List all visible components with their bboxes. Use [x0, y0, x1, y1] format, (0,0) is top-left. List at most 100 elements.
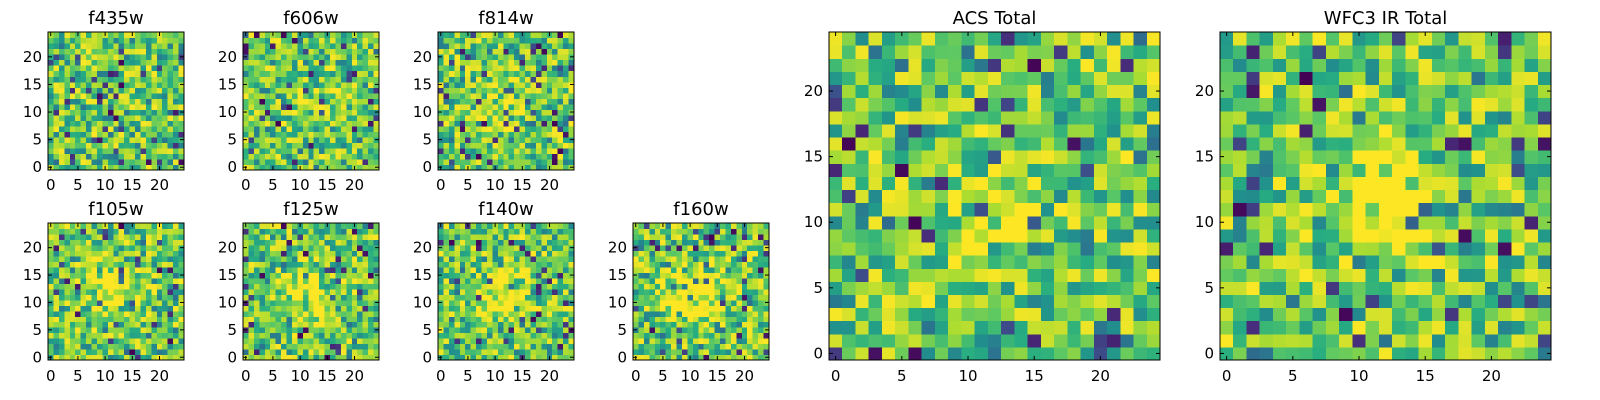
heatmap-cell	[75, 98, 82, 105]
heatmap-cell	[243, 255, 250, 262]
heatmap-cell	[503, 70, 510, 77]
heatmap-cell	[243, 59, 250, 66]
heatmap-cell	[730, 343, 737, 350]
heatmap-cell	[368, 32, 375, 39]
heatmap-cell	[58, 114, 65, 121]
heatmap-cell	[503, 272, 510, 279]
heatmap-cell	[330, 305, 337, 312]
heatmap-cell	[671, 239, 678, 246]
heatmap-cell	[497, 332, 504, 339]
heatmap-cell	[465, 272, 472, 279]
heatmap-cell	[373, 310, 380, 317]
heatmap-cell	[118, 305, 125, 312]
heatmap-cell	[568, 32, 575, 39]
heatmap-cell	[448, 125, 455, 132]
heatmap-cell	[362, 54, 369, 61]
heatmap-cell	[660, 277, 667, 284]
heatmap-cell	[503, 277, 510, 284]
heatmap-cell	[492, 136, 499, 143]
heatmap-cell	[286, 250, 293, 257]
heatmap-cell	[470, 81, 477, 88]
heatmap-cell	[497, 120, 504, 127]
heatmap-cell	[741, 250, 748, 257]
heatmap-cell	[75, 316, 82, 323]
heatmap-cell	[687, 310, 694, 317]
heatmap-cell	[665, 288, 672, 295]
heatmap-cell	[313, 228, 320, 235]
heatmap-cell	[842, 255, 857, 269]
heatmap-cell	[48, 120, 55, 127]
heatmap-cell	[324, 299, 331, 306]
panel-title: f160w	[673, 199, 728, 220]
heatmap-cell	[535, 65, 542, 72]
heatmap-cell	[508, 239, 515, 246]
heatmap-cell	[497, 158, 504, 166]
heatmap-cell	[881, 189, 896, 204]
heatmap-cell	[264, 305, 271, 312]
heatmap-cell	[253, 59, 260, 66]
heatmap-cell	[1080, 163, 1095, 177]
heatmap-cell	[525, 228, 532, 235]
heatmap-cell	[497, 48, 504, 55]
heatmap-cell	[921, 255, 936, 269]
heatmap-cell	[335, 142, 342, 149]
heatmap-cell	[714, 305, 721, 312]
heatmap-cell	[330, 343, 337, 350]
heatmap-cell	[107, 255, 114, 262]
heatmap-cell	[335, 244, 342, 251]
heatmap-cell	[643, 228, 650, 235]
heatmap-cell	[459, 65, 466, 72]
heatmap-cell	[476, 228, 483, 235]
heatmap-cell	[253, 153, 260, 160]
heatmap-cell	[302, 81, 309, 88]
heatmap-cell	[443, 255, 450, 262]
heatmap-cell	[118, 299, 125, 306]
heatmap-cell	[541, 294, 548, 301]
heatmap-cell	[129, 92, 136, 99]
heatmap-cell	[275, 87, 282, 94]
heatmap-cell	[351, 250, 358, 257]
heatmap-cell	[69, 327, 76, 334]
heatmap-cell	[633, 338, 640, 345]
heatmap-cell	[633, 255, 640, 262]
heatmap-cell	[519, 65, 526, 72]
heatmap-cell	[264, 283, 271, 290]
heatmap-cell	[259, 147, 266, 155]
heatmap-cell	[492, 288, 499, 295]
heatmap-cell	[530, 305, 537, 312]
heatmap-cell	[438, 332, 445, 339]
heatmap-cell	[96, 272, 103, 279]
heatmap-cell	[476, 239, 483, 246]
heatmap-cell	[151, 59, 158, 66]
heatmap-cell	[124, 43, 131, 50]
heatmap-cell	[118, 228, 125, 235]
heatmap-cell	[357, 92, 364, 99]
heatmap-cell	[248, 239, 255, 246]
heatmap-cell	[557, 233, 564, 241]
heatmap-cell	[156, 288, 163, 295]
heatmap-cell	[948, 241, 962, 256]
heatmap-cell	[448, 65, 455, 72]
heatmap-cell	[64, 294, 71, 301]
heatmap-cell	[351, 316, 358, 323]
heatmap-cell	[508, 316, 515, 323]
heatmap-cell	[270, 131, 277, 138]
heatmap-cell	[448, 32, 455, 39]
heatmap-cell	[557, 81, 564, 88]
heatmap-cell	[248, 299, 255, 306]
heatmap-cell	[638, 338, 645, 345]
heatmap-cell	[709, 255, 716, 262]
heatmap-cell	[448, 131, 455, 138]
heatmap-cell	[530, 54, 537, 61]
heatmap-cell	[357, 354, 364, 361]
heatmap-cell	[102, 114, 109, 121]
heatmap-cell	[709, 354, 716, 361]
heatmap-cell	[974, 333, 989, 348]
heatmap-cell	[91, 299, 98, 306]
heatmap-cell	[75, 272, 82, 279]
heatmap-cell	[373, 158, 380, 166]
heatmap-cell	[297, 233, 304, 241]
x-tick-label: 5	[268, 176, 278, 194]
heatmap-cell	[568, 233, 575, 241]
heatmap-cell	[297, 283, 304, 290]
